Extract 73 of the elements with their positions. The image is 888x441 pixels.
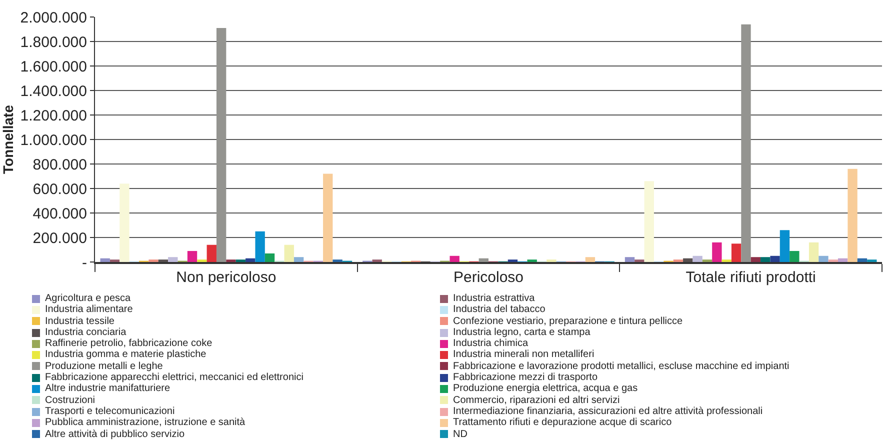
bar	[790, 250, 800, 262]
legend-label: Trattamento rifiuti e depurazione acque di scarico	[453, 417, 672, 429]
legend-label: Industria legno, carta e stampa	[453, 326, 590, 338]
y-tick-label: 1.000.000	[20, 132, 87, 149]
legend-label: Industria tessile	[45, 316, 114, 327]
legend-label: Produzione metalli e leghe	[45, 360, 163, 372]
legend-label: Industria conciaria	[45, 326, 126, 338]
bar	[818, 256, 828, 262]
bar	[187, 250, 198, 262]
bar	[624, 257, 635, 262]
legend-label: Costruzioni	[45, 394, 96, 406]
legend-label: Commercio, riparazioni ed altri servizi	[453, 394, 620, 406]
legend-label: Fabbricazione e lavorazione prodotti metallici, escluse macchine ed impianti	[453, 360, 790, 372]
legend-label: Confezione vestiario, preparazione e tintura pellicce	[453, 316, 683, 327]
legend-label: Industria alimentare	[45, 304, 133, 316]
y-tick-label: 600.000	[32, 180, 87, 198]
legend-label: Altre industrie manifatturiere	[45, 383, 170, 395]
bar	[168, 257, 178, 262]
bar	[750, 257, 761, 262]
legend-label: Trasporti e telecomunicazioni	[45, 406, 175, 418]
legend-label: Agricoltura e pesca	[45, 293, 131, 304]
bar	[323, 174, 333, 262]
bar	[731, 244, 742, 262]
bar	[808, 242, 819, 262]
legend-label: Fabbricazione mezzi di trasporto	[453, 372, 598, 384]
x-tick-label: Non pericoloso	[176, 269, 276, 286]
bar	[644, 181, 654, 262]
legend-label: Industria gomma e materie plastiche	[45, 349, 206, 361]
bar	[683, 258, 693, 262]
bar	[760, 257, 770, 262]
bar	[692, 256, 702, 262]
y-tick-label: 200.000	[32, 230, 87, 247]
legend-label: ND	[453, 428, 468, 440]
bar	[780, 230, 790, 262]
bar	[294, 257, 304, 262]
legend-label: Raffinerie petrolio, fabbricazione coke	[45, 338, 212, 350]
bar	[712, 242, 722, 262]
bar	[100, 258, 110, 262]
y-tick-label: 1.200.000	[20, 107, 87, 124]
legend-label: Altre attività di pubblico servizio	[45, 428, 185, 440]
legend-label: Fabbricazione apparecchi elettrici, meccanici ed elettronici	[45, 372, 304, 384]
bar	[246, 258, 256, 262]
bar	[857, 258, 868, 262]
legend-label: Produzione energia elettrica, acqua e gas	[453, 383, 638, 395]
y-tick-label: 800.000	[32, 156, 87, 174]
bar	[478, 258, 488, 262]
bar	[450, 256, 460, 262]
legend-label: Industria chimica	[453, 338, 528, 350]
y-tick-label: -	[82, 254, 87, 272]
legend-label: Industria del tabacco	[453, 304, 546, 316]
bar	[284, 244, 294, 262]
bar	[741, 24, 751, 262]
bar	[848, 168, 858, 262]
y-tick-label: 400.000	[32, 205, 87, 222]
bar	[216, 28, 226, 262]
x-tick-label: Totale rifiuti prodotti	[686, 269, 816, 286]
y-tick-label: 2.000.000	[20, 9, 87, 26]
y-tick-label: 1.400.000	[20, 82, 87, 100]
legend-label: Industria minerali non metalliferi	[453, 349, 594, 361]
y-tick-label: 1.600.000	[20, 58, 87, 76]
bar	[264, 253, 275, 262]
bar	[770, 256, 780, 262]
legend-label: Pubblica amministrazione, istruzione e sanità	[45, 417, 246, 429]
bar	[838, 258, 848, 262]
x-tick-label: Pericoloso	[453, 269, 524, 286]
bar	[585, 257, 596, 262]
bar	[255, 231, 265, 262]
legend-label: Industria estrattiva	[453, 293, 535, 304]
legend-label: Intermediazione finanziaria, assicurazioni ed altre attività professionali	[453, 406, 763, 418]
y-tick-label: 1.800.000	[20, 34, 87, 51]
bar	[206, 244, 216, 262]
y-axis-title: Tonnellate	[0, 104, 16, 174]
bar	[120, 184, 130, 262]
